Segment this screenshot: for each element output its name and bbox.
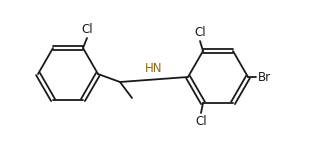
Text: Cl: Cl — [81, 23, 93, 36]
Text: HN: HN — [145, 61, 163, 75]
Text: Cl: Cl — [195, 115, 207, 128]
Text: Br: Br — [258, 71, 271, 83]
Text: Cl: Cl — [194, 26, 206, 39]
